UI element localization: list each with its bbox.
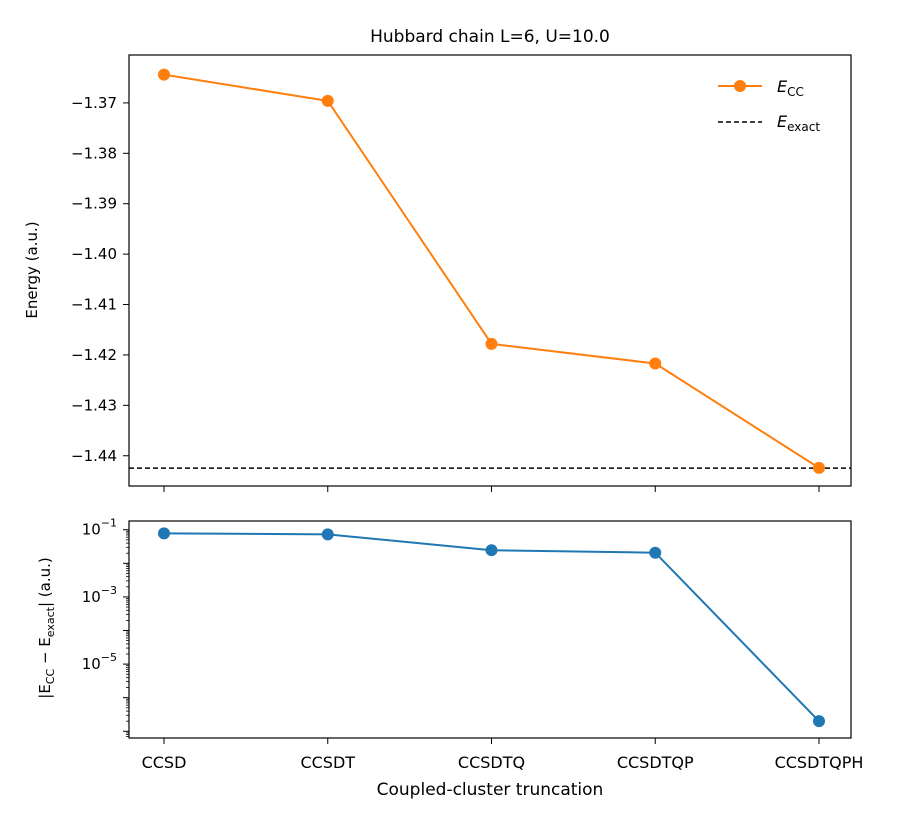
series-points-e-cc <box>158 68 825 474</box>
series-points-error <box>158 527 825 728</box>
y-tick-label-log: 10−3 <box>82 584 117 606</box>
x-axis-ticks <box>163 486 820 492</box>
y-tick-label: −1.38 <box>71 144 117 162</box>
y-tick-label-log: 10−1 <box>82 517 117 539</box>
x-tick-label-ccsdtqph: CCSDTQPH <box>775 753 864 772</box>
plot-area-frame-error <box>128 520 852 739</box>
x-tick-label-ccsdt: CCSDT <box>300 753 355 772</box>
x-axis-ticks-bottom: CCSD CCSDT CCSDTQ CCSDTQP CCSDTQPH <box>142 738 864 772</box>
error-point-ccsd <box>158 527 170 540</box>
x-tick-label-ccsdtq: CCSDTQ <box>458 753 525 772</box>
series-line-error <box>163 532 820 722</box>
x-tick-label-ccsdtqp: CCSDTQP <box>617 753 694 772</box>
y-tick-label: −1.44 <box>71 447 117 465</box>
y-tick-label: −1.43 <box>71 396 117 414</box>
legend-label-e-cc: ECC <box>777 77 804 99</box>
y-axis-ticks-log: 10−1 10−3 10−5 <box>82 517 129 737</box>
data-point-ccsd <box>158 68 170 81</box>
y-tick-label: −1.39 <box>71 195 117 213</box>
y-tick-label: −1.42 <box>71 346 117 364</box>
error-point-ccsdt <box>321 528 334 541</box>
data-point-ccsdtqph <box>813 461 825 474</box>
y-tick-label: −1.40 <box>71 245 117 263</box>
x-axis-label: Coupled-cluster truncation <box>377 780 604 800</box>
energy-panel: Hubbard chain L=6, U=10.0 Energy (a.u.) … <box>23 27 852 492</box>
y-axis-label: Energy (a.u.) <box>23 221 41 318</box>
y-axis-label-error: |ECC − Eexact| (a.u.) <box>36 557 57 698</box>
legend-marker-e-cc <box>734 80 746 92</box>
error-point-ccsdtqp <box>649 546 662 559</box>
x-tick-label-ccsd: CCSD <box>142 753 187 772</box>
y-tick-label-log: 10−5 <box>82 651 117 673</box>
y-tick-label: −1.37 <box>71 94 117 112</box>
y-axis-ticks: −1.37 −1.38 −1.39 −1.40 −1.41 −1.42 −1.43 −1.44 <box>71 94 129 465</box>
y-tick-label: −1.41 <box>71 296 117 314</box>
data-point-ccsdt <box>321 94 334 107</box>
error-point-ccsdtq <box>485 544 498 557</box>
legend-label-e-exact: Eexact <box>777 112 820 134</box>
series-line-e-cc <box>163 73 820 469</box>
error-panel: |ECC − Eexact| (a.u.) 10−110−310−5 CCSD C… <box>36 517 863 800</box>
data-point-ccsdtq <box>485 337 498 350</box>
plot-area-frame <box>128 54 852 487</box>
chart-title: Hubbard chain L=6, U=10.0 <box>370 27 610 47</box>
error-point-ccsdtqph <box>813 715 825 728</box>
data-point-ccsdtqp <box>649 357 662 370</box>
legend: ECC Eexact <box>718 77 820 134</box>
